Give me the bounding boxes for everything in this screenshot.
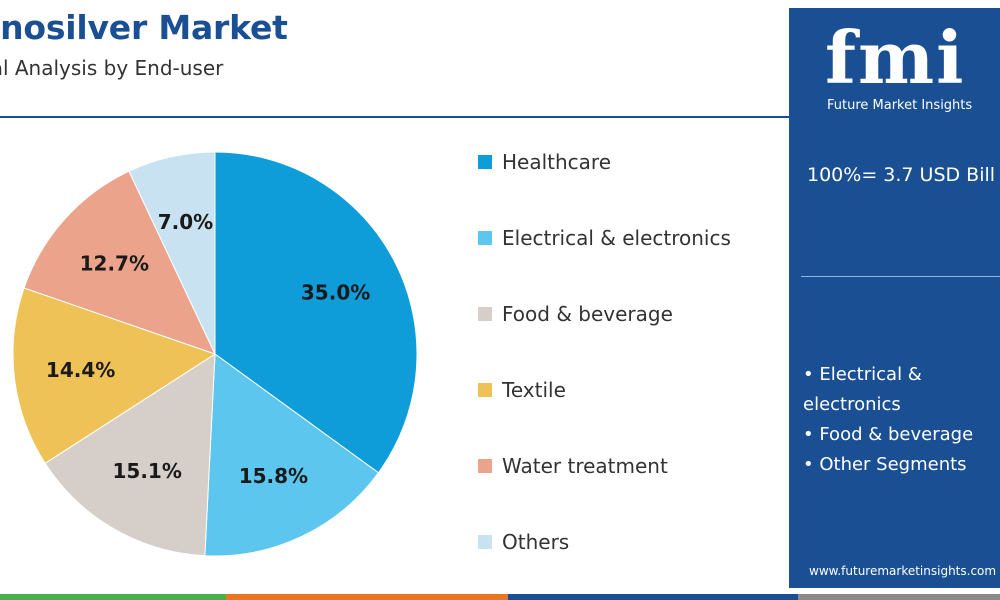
- header-divider: [0, 116, 790, 118]
- pie-chart: 35.0% 15.8% 15.1% 14.4% 12.7% 7.0%: [12, 151, 418, 557]
- chart-title: anosilver Market: [0, 8, 288, 47]
- logo-tagline: Future Market Insights: [827, 98, 973, 113]
- legend-item: Electrical & electronics: [478, 226, 731, 250]
- legend-swatch: [478, 459, 492, 473]
- fmi-logo: fmi: [825, 15, 966, 100]
- pie-slice-others: [128, 151, 216, 355]
- legend-item: Textile: [478, 378, 566, 402]
- slice-label: 14.4%: [46, 358, 115, 382]
- slice-label: 7.0%: [158, 210, 213, 234]
- legend-label: Food & beverage: [502, 302, 673, 326]
- pie-slice-electrical-electronics: [204, 353, 380, 557]
- legend-label: Water treatment: [502, 454, 668, 478]
- slice-label: 15.1%: [113, 459, 182, 483]
- market-total: 100%= 3.7 USD Bill: [807, 164, 996, 186]
- pie-slice-healthcare: [214, 151, 418, 474]
- legend-swatch: [478, 231, 492, 245]
- bottom-color-bar: [0, 594, 1000, 600]
- legend-item: Healthcare: [478, 150, 611, 174]
- bottom-bar-segment: [0, 594, 226, 600]
- pie-slice-water-treatment: [23, 170, 216, 355]
- legend-swatch: [478, 155, 492, 169]
- segment-item: • Other Segments: [803, 454, 967, 475]
- legend-item: Others: [478, 530, 569, 554]
- legend-item: Water treatment: [478, 454, 668, 478]
- legend-swatch: [478, 383, 492, 397]
- chart-subtitle: bal Analysis by End-user: [0, 56, 224, 80]
- legend-item: Food & beverage: [478, 302, 673, 326]
- legend-label: Textile: [502, 378, 566, 402]
- panel-divider: [801, 276, 1000, 277]
- segment-list: • Electrical & electronics • Food & bever…: [803, 360, 1000, 480]
- bottom-bar-segment: [798, 594, 1000, 600]
- legend-swatch: [478, 307, 492, 321]
- bottom-bar-segment: [508, 594, 798, 600]
- legend-label: Electrical & electronics: [502, 226, 731, 250]
- side-panel: fmi Future Market Insights 100%= 3.7 USD…: [789, 8, 1000, 588]
- legend-label: Healthcare: [502, 150, 612, 174]
- website-link[interactable]: www.futuremarketinsights.com: [809, 564, 997, 578]
- slice-label: 15.8%: [239, 464, 308, 488]
- legend-swatch: [478, 535, 492, 549]
- slice-label: 12.7%: [80, 252, 149, 276]
- pie-slice-textile: [12, 287, 217, 464]
- pie-slice-food-beverage: [44, 353, 216, 557]
- legend-label: Others: [502, 530, 570, 554]
- segment-item: • Food & beverage: [803, 424, 974, 445]
- bottom-bar-segment: [226, 594, 508, 600]
- segment-item: • Electrical & electronics: [803, 364, 922, 415]
- slice-label: 35.0%: [301, 281, 370, 305]
